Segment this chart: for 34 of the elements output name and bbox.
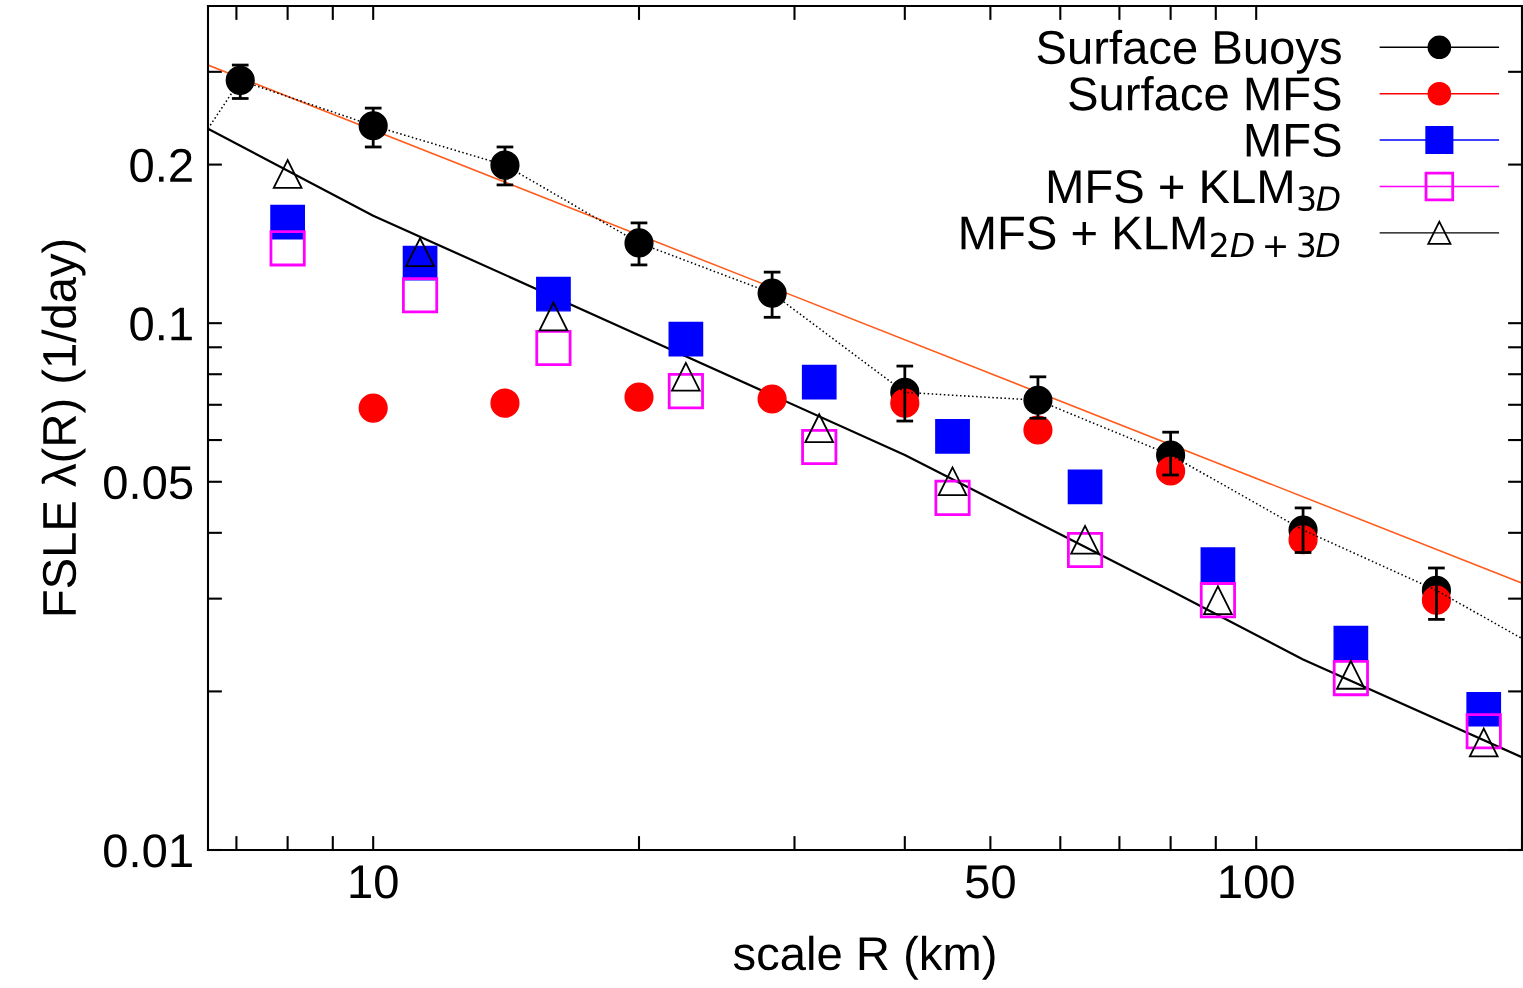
- point: [1200, 547, 1236, 583]
- legend-label: MFS + KLM$_{3D}$: [1048, 169, 1340, 212]
- point: [402, 277, 439, 314]
- x-axis-title: scale R (km): [733, 935, 995, 980]
- point: [1332, 660, 1369, 697]
- legend-label: Surface Buoys: [1037, 29, 1341, 74]
- point: [538, 301, 569, 332]
- y-tick-label: 0.05: [104, 465, 193, 500]
- point: [1465, 713, 1502, 750]
- point: [1066, 531, 1104, 569]
- point: [269, 230, 306, 267]
- y-axis-title: FSLE λ(R) (1/day): [41, 240, 86, 615]
- point: [536, 276, 571, 312]
- legend-label: Surface MFS: [1069, 76, 1341, 111]
- point: [935, 418, 970, 454]
- y-tick-label: 0.2: [130, 148, 192, 183]
- point: [1333, 625, 1369, 661]
- point: [667, 373, 704, 410]
- y-tick-label: 0.01: [104, 834, 192, 868]
- x-tick-label: 100: [1220, 865, 1294, 899]
- point: [937, 466, 968, 497]
- point: [668, 321, 704, 357]
- legend-label: MFS: [1246, 123, 1341, 158]
- legend-label: MFS + KLM$_{2D+3D}$: [961, 216, 1340, 258]
- x-tick-label: 50: [966, 865, 1015, 899]
- point: [272, 159, 303, 189]
- point: [801, 364, 837, 400]
- point: [934, 479, 971, 516]
- point: [535, 329, 572, 367]
- point: [804, 413, 835, 443]
- y-tick-label: 0.1: [130, 307, 192, 341]
- point: [801, 428, 838, 466]
- point: [1067, 469, 1103, 505]
- x-tick-label: 10: [350, 865, 398, 899]
